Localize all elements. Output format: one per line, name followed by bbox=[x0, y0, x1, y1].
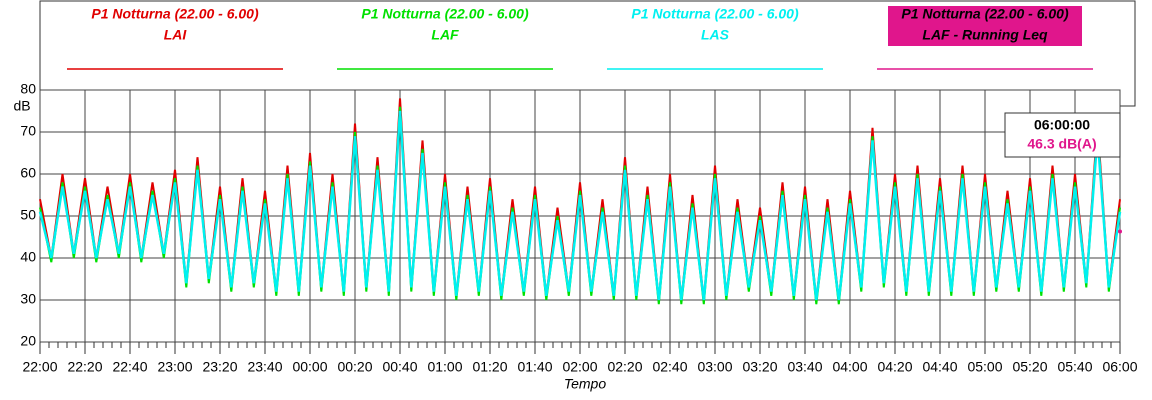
x-tick-label: 05:20 bbox=[1012, 359, 1047, 375]
x-tick-label: 02:40 bbox=[652, 359, 687, 375]
series-line bbox=[38, 110, 1122, 301]
x-tick-label: 03:00 bbox=[697, 359, 732, 375]
legend-label: LAI bbox=[164, 27, 188, 43]
x-tick-label: 02:00 bbox=[562, 359, 597, 375]
legend-title: P1 Notturna (22.00 - 6.00) bbox=[631, 6, 799, 22]
x-tick-label: 03:40 bbox=[787, 359, 822, 375]
legend-title: P1 Notturna (22.00 - 6.00) bbox=[361, 6, 529, 22]
x-tick-label: 01:00 bbox=[427, 359, 462, 375]
cursor-box bbox=[1004, 112, 1121, 158]
x-tick-label: 04:00 bbox=[832, 359, 867, 375]
legend-label: LAS bbox=[701, 27, 730, 43]
y-tick-label: 20 bbox=[20, 333, 36, 349]
x-tick-label: 04:20 bbox=[877, 359, 912, 375]
x-axis-label: Tempo bbox=[564, 376, 607, 392]
x-tick-label: 22:00 bbox=[22, 359, 57, 375]
y-tick-label: 50 bbox=[20, 207, 36, 223]
y-tick-label: 70 bbox=[20, 123, 36, 139]
legend-label: LAF bbox=[431, 27, 459, 43]
legend-highlight bbox=[888, 6, 1082, 46]
x-tick-label: 00:20 bbox=[337, 359, 372, 375]
legend-label: LAF - Running Leq bbox=[922, 27, 1048, 43]
x-tick-label: 22:20 bbox=[67, 359, 102, 375]
y-tick-label: 60 bbox=[20, 165, 36, 181]
y-tick-label: 80 bbox=[20, 81, 36, 97]
x-tick-label: 05:00 bbox=[967, 359, 1002, 375]
x-tick-label: 01:20 bbox=[472, 359, 507, 375]
legend-title: P1 Notturna (22.00 - 6.00) bbox=[91, 6, 259, 22]
cursor-time: 06:00:00 bbox=[1034, 117, 1090, 133]
x-tick-label: 00:00 bbox=[292, 359, 327, 375]
x-tick-label: 01:40 bbox=[517, 359, 552, 375]
cursor-value: 46.3 dB(A) bbox=[1027, 136, 1096, 152]
series-line bbox=[39, 98, 1121, 301]
x-tick-label: 03:20 bbox=[742, 359, 777, 375]
legend-title: P1 Notturna (22.00 - 6.00) bbox=[901, 6, 1069, 22]
series-line bbox=[39, 106, 1121, 305]
x-tick-label: 22:40 bbox=[112, 359, 147, 375]
x-tick-label: 00:40 bbox=[382, 359, 417, 375]
x-tick-label: 05:40 bbox=[1057, 359, 1092, 375]
y-tick-label: 30 bbox=[20, 291, 36, 307]
x-tick-label: 04:40 bbox=[922, 359, 957, 375]
x-tick-label: 23:20 bbox=[202, 359, 237, 375]
y-axis-label: dB bbox=[13, 98, 30, 114]
x-tick-label: 06:00 bbox=[1102, 359, 1137, 375]
x-tick-label: 23:40 bbox=[247, 359, 282, 375]
x-tick-label: 02:20 bbox=[607, 359, 642, 375]
x-tick-label: 23:00 bbox=[157, 359, 192, 375]
y-tick-label: 40 bbox=[20, 249, 36, 265]
series-point bbox=[1118, 229, 1122, 234]
